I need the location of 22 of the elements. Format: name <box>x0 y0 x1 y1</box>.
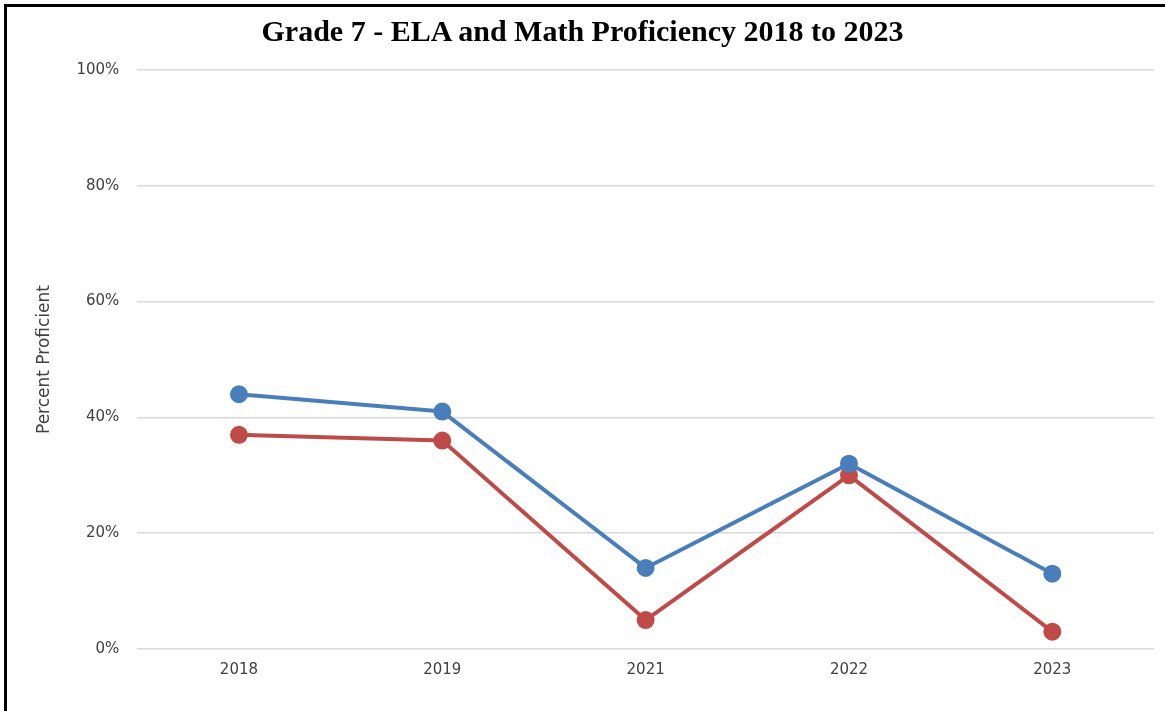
point <box>636 611 655 630</box>
y-tick-label: 0% <box>95 638 120 657</box>
chart-title: Grade 7 - ELA and Math Proficiency 2018 to 2023 <box>260 14 905 48</box>
x-tick-label: 2022 <box>829 659 869 678</box>
x-tick-label: 2023 <box>1033 659 1072 678</box>
point <box>636 558 655 577</box>
point <box>1043 622 1062 641</box>
y-tick-label: 100% <box>76 59 120 78</box>
y-tick-label: 80% <box>85 175 120 194</box>
point <box>1043 564 1062 583</box>
point <box>229 385 248 404</box>
x-tick-label: 2019 <box>423 659 462 678</box>
point <box>433 402 452 421</box>
y-axis-title: Percent Proficient <box>32 284 53 435</box>
y-tick-label: 20% <box>85 523 120 542</box>
y-tick-label: 60% <box>85 291 120 310</box>
point <box>229 425 248 444</box>
x-tick-label: 2018 <box>219 659 259 678</box>
point <box>433 431 452 450</box>
point <box>839 454 858 473</box>
x-tick-label: 2021 <box>626 659 665 678</box>
y-tick-label: 40% <box>85 407 120 426</box>
